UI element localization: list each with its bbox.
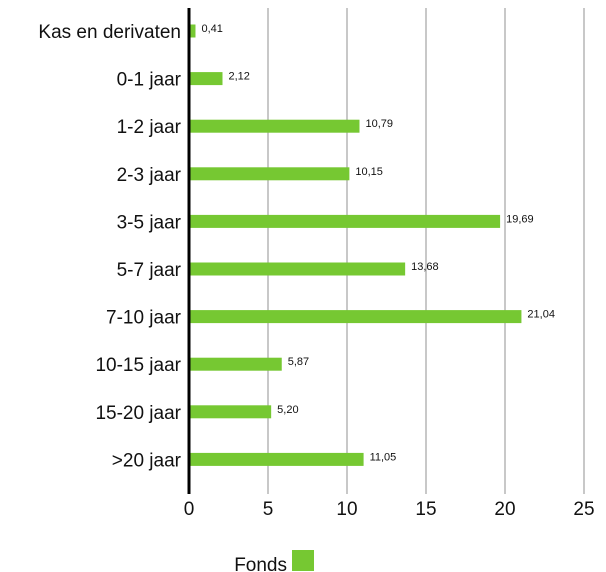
x-tick-label-15: 15: [415, 499, 436, 520]
gridlines: [267, 8, 585, 494]
x-tick-label-5: 5: [263, 499, 274, 520]
value-label-20-jaar: 11,05: [370, 451, 397, 463]
legend: Fonds: [234, 550, 314, 572]
bar-kas-en-derivaten: [190, 24, 196, 38]
bar-15-20-jaar: [190, 405, 272, 419]
category-label-3-5-jaar: 3-5 jaar: [117, 212, 182, 233]
category-label-5-7-jaar: 5-7 jaar: [117, 260, 182, 281]
bar-0-1-jaar: [190, 72, 223, 86]
x-tick-label-10: 10: [336, 499, 357, 520]
value-label-2-3-jaar: 10,15: [355, 166, 383, 178]
x-tick-label-0: 0: [184, 499, 195, 520]
bar-1-2-jaar: [190, 119, 360, 133]
bar-5-7-jaar: [190, 262, 406, 276]
category-label-10-15-jaar: 10-15 jaar: [95, 355, 181, 376]
bar-20-jaar: [190, 452, 364, 466]
category-label-7-10-jaar: 7-10 jaar: [106, 308, 182, 329]
legend-label-fonds: Fonds: [234, 555, 287, 572]
category-label-kas-en-derivaten: Kas en derivaten: [38, 22, 181, 43]
value-label-7-10-jaar: 21,04: [527, 309, 555, 321]
category-label-1-2-jaar: 1-2 jaar: [117, 117, 182, 138]
value-labels: 0,41 2,12 10,79 10,15 19,69 13,68 21,04 5,87 5,2…: [201, 23, 554, 463]
value-label-1-2-jaar: 10,79: [365, 118, 393, 130]
x-tick-label-25: 25: [573, 499, 594, 520]
category-label-0-1-jaar: 0-1 jaar: [117, 70, 182, 91]
legend-swatch-fonds: [292, 550, 314, 571]
value-label-15-20-jaar: 5,20: [277, 404, 298, 416]
value-label-kas-en-derivaten: 0,41: [201, 23, 222, 35]
value-label-5-7-jaar: 13,68: [411, 261, 439, 273]
bars: [190, 24, 522, 466]
value-label-0-1-jaar: 2,12: [228, 71, 249, 83]
category-label-15-20-jaar: 15-20 jaar: [95, 403, 181, 424]
value-label-10-15-jaar: 5,87: [288, 356, 309, 368]
category-label-20-jaar: >20 jaar: [112, 450, 182, 471]
x-tick-labels: 0 5 10 15 20 25: [184, 499, 595, 520]
x-tick-label-20: 20: [494, 499, 515, 520]
category-labels: Kas en derivaten 0-1 jaar 1-2 jaar 2-3 jaar…: [38, 22, 181, 471]
bar-10-15-jaar: [190, 357, 282, 371]
category-label-2-3-jaar: 2-3 jaar: [117, 165, 182, 186]
value-label-3-5-jaar: 19,69: [506, 213, 534, 225]
bar-3-5-jaar: [190, 214, 501, 228]
bar-7-10-jaar: [190, 310, 522, 324]
bar-2-3-jaar: [190, 167, 350, 181]
